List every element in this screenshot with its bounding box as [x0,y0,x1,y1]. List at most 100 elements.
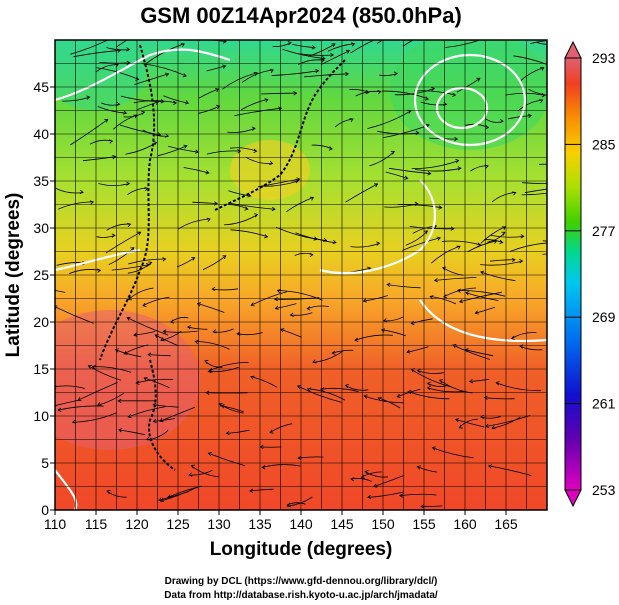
colorbar: 253 261 269 277 285 293 [564,40,616,508]
streamline-arrow [350,42,356,47]
streamline [295,232,327,241]
streamline-arrow [527,113,533,119]
streamline [261,180,299,187]
colorbar-tick-label: 261 [592,396,616,412]
streamline-arrow [404,175,409,180]
streamline-arrow [173,100,178,106]
streamline-arrow [512,191,517,196]
streamline-arrow [254,213,259,218]
streamline-arrow [196,302,202,307]
streamline [521,182,547,184]
streamline-arrow [286,503,291,508]
streamline [465,292,499,301]
streamline-arrow [276,288,281,294]
streamline [411,368,454,388]
streamline-arrow [237,149,242,154]
streamline-arrow [309,252,314,258]
streamline [513,55,547,65]
isotherms [55,48,547,510]
streamline [176,257,195,268]
streamline-arrow [491,425,496,430]
streamline-arrow [483,395,488,400]
streamline-arrow [106,489,111,494]
streamline-arrow [249,488,254,493]
streamline-arrow [557,190,560,194]
streamline-arrow [555,40,558,44]
streamline [261,92,297,95]
streamline-arrow [264,234,269,239]
streamline [228,202,276,210]
streamline-arrow [104,118,109,123]
streamline-arrow [190,464,195,469]
streamline-arrow [236,331,241,336]
y-tick-label: 40 [33,126,49,142]
streamline [125,142,157,155]
streamline [430,296,457,305]
streamline-arrow [273,296,278,302]
streamline-arrow [426,385,431,391]
colorbar-top-arrow [564,40,582,59]
streamline-arrow [160,99,165,104]
streamline [385,171,408,179]
streamline [536,42,547,45]
colorbar-tick-label: 277 [592,223,616,239]
streamline [345,385,369,391]
streamline [188,470,213,476]
streamline [492,416,521,429]
streamline-arrow [457,166,462,171]
streamline [142,296,170,307]
streamline [70,118,109,146]
streamline-arrow [152,418,157,424]
x-tick-label: 155 [412,516,436,532]
streamline [72,412,117,423]
streamline-arrow [118,428,123,433]
streamline [367,491,404,498]
streamline [292,44,316,49]
y-tick-label: 0 [41,502,49,518]
streamline-arrow [416,368,421,374]
warm-region-east [230,140,310,200]
streamline-arrow [253,148,258,154]
streamline [167,145,199,153]
streamline [154,334,178,346]
chart-title: GSM 00Z14Apr2024 (850.0hPa) [140,3,462,28]
streamline [245,156,273,165]
coastline-japan [214,59,346,211]
streamline [350,478,372,482]
x-tick-label: 110 [44,516,67,532]
streamline-arrow [117,48,122,53]
streamline [55,385,85,389]
x-tick-label: 140 [289,516,313,532]
streamline [363,395,404,404]
streamline-arrow [222,64,227,69]
streamline-arrow [207,452,212,457]
streamline [208,366,239,373]
streamline-arrow [406,349,411,354]
streamline-arrow [499,118,504,124]
streamline [126,317,169,336]
streamline-arrow [126,60,131,65]
streamline-arrow [122,110,128,115]
streamline-arrow [363,394,368,399]
streamline [405,230,428,246]
streamline [311,144,333,150]
streamline-arrow [89,200,95,205]
streamline-arrow [519,259,524,264]
colorbar-tick-label: 293 [592,50,616,66]
streamline-arrow [438,379,444,384]
y-tick-label: 30 [33,220,49,236]
streamline-arrow [426,381,431,386]
streamline [456,77,481,93]
y-axis-label: Latitude (degrees) [3,193,24,358]
streamline-arrow [153,141,158,146]
streamline-arrow [182,73,187,78]
streamline [222,72,258,90]
streamline [213,328,234,333]
streamline-arrow [465,291,470,296]
streamline-arrow [215,88,220,93]
streamline-arrow [583,250,586,254]
streamline [399,493,437,496]
colorbar-ticks: 253 261 269 277 285 293 [565,50,616,498]
streamline [118,429,146,436]
streamline-arrow [57,407,62,412]
